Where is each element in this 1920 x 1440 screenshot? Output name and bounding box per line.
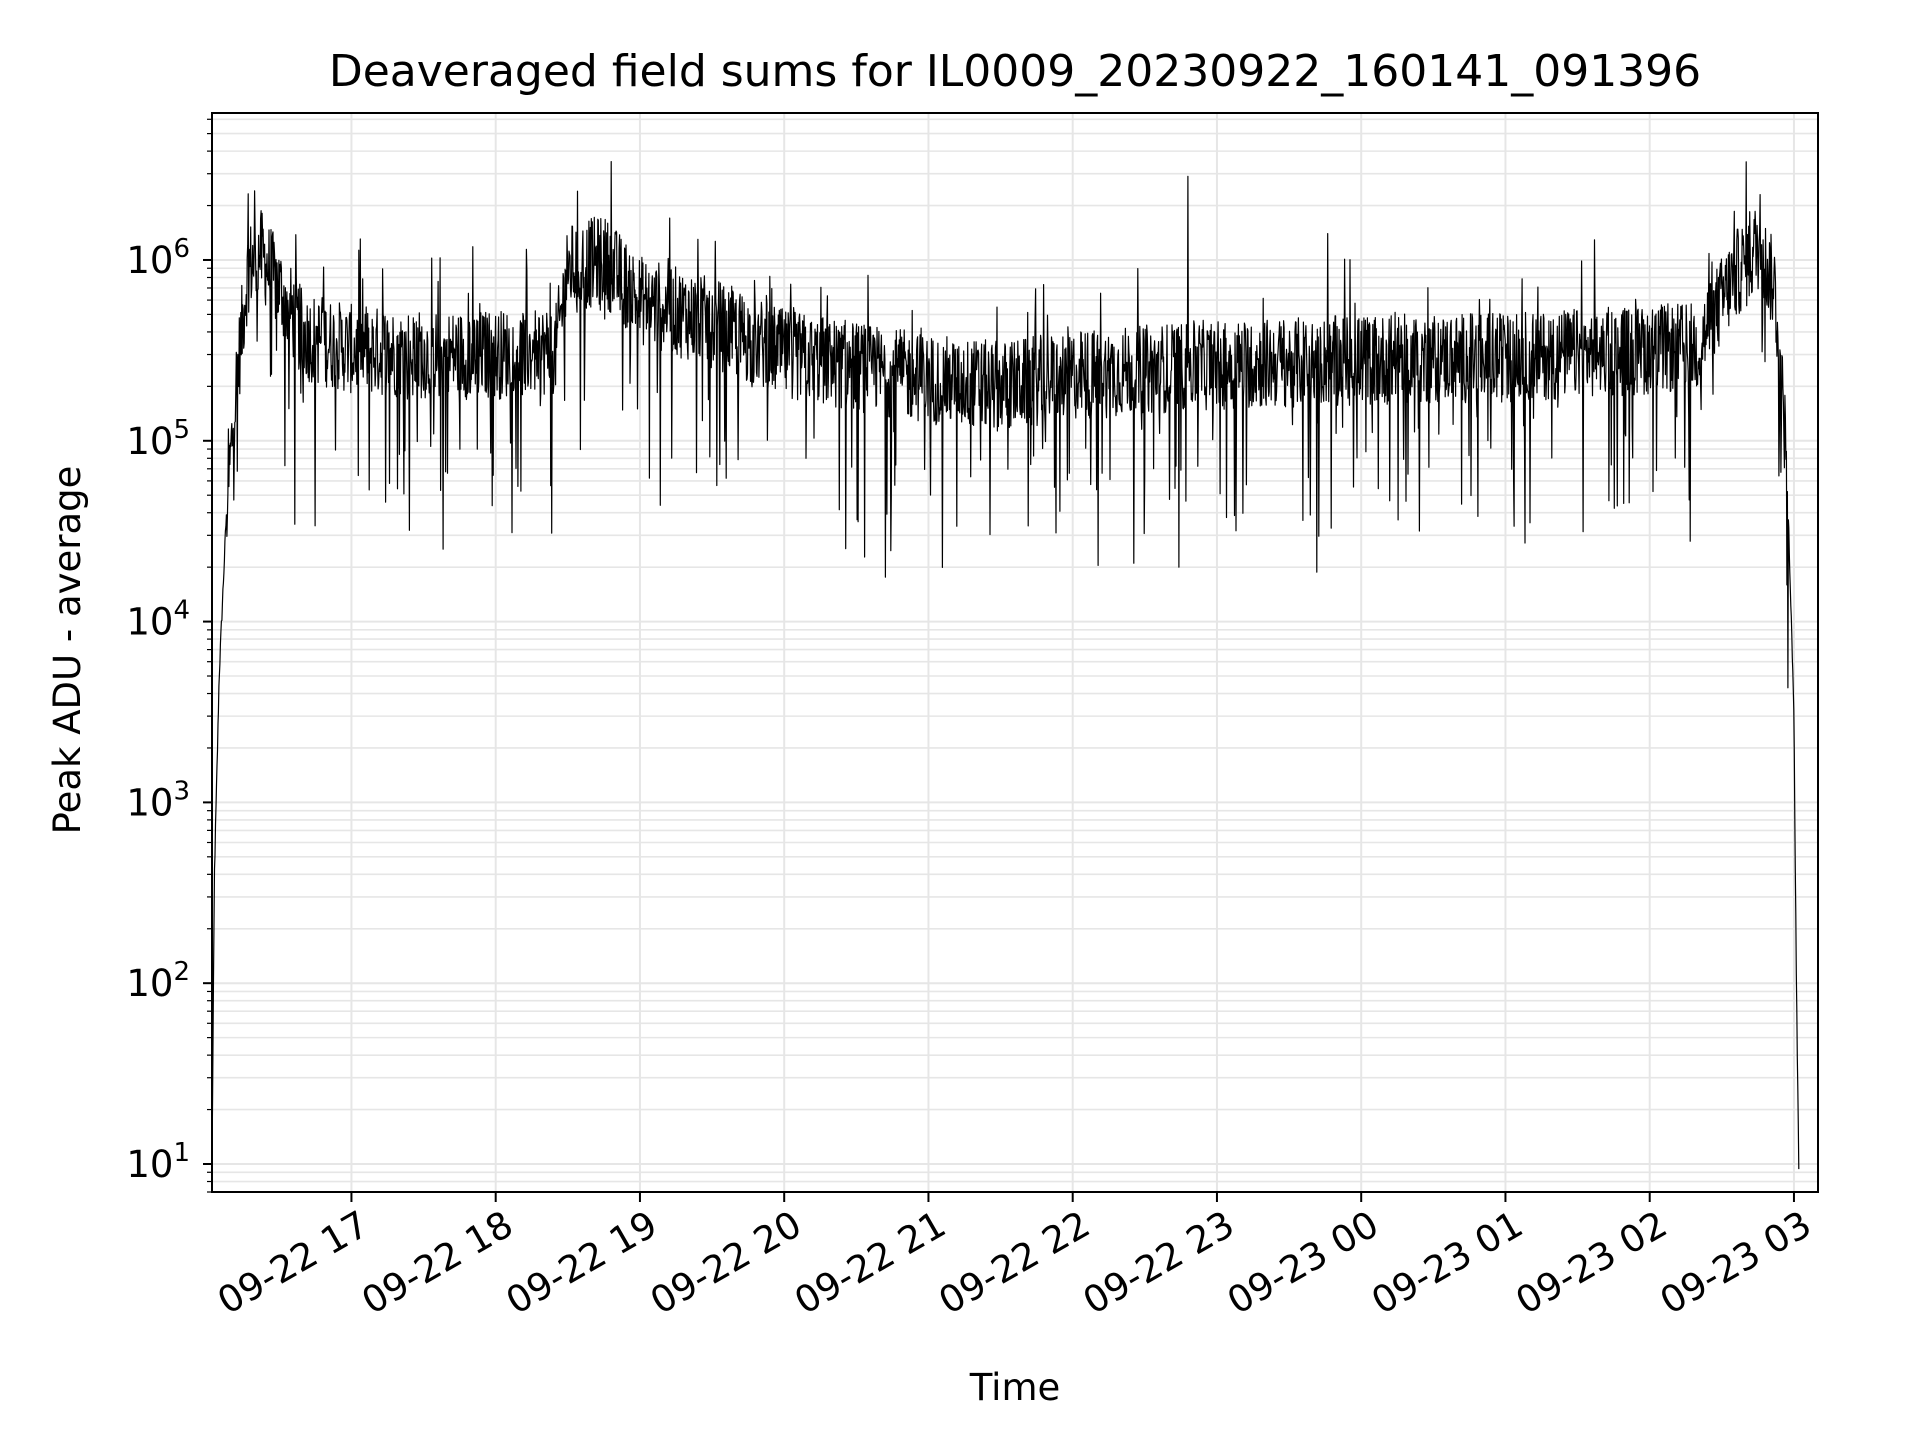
y-tick-label: 105 [126, 415, 190, 463]
y-axis-label: Peak ADU - average [46, 466, 89, 835]
y-tick-label: 104 [126, 596, 190, 644]
y-tick-label: 103 [126, 776, 190, 824]
plot-frame [211, 112, 1819, 1193]
y-tick-label: 102 [126, 957, 190, 1005]
y-tick-label: 106 [126, 234, 190, 282]
x-axis-label: Time [969, 1366, 1061, 1409]
y-tick-label: 101 [126, 1138, 190, 1186]
plot-area [211, 161, 1800, 1170]
chart-title: Deaveraged field sums for IL0009_2023092… [329, 46, 1701, 97]
grid [212, 113, 1818, 1193]
series-line [211, 161, 1800, 1170]
